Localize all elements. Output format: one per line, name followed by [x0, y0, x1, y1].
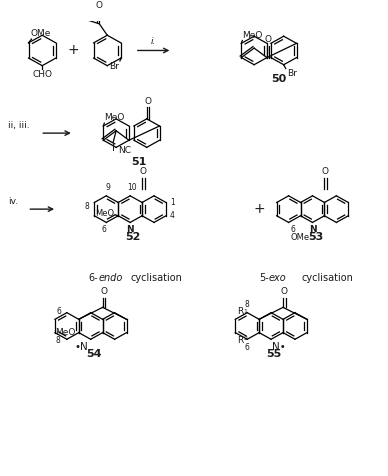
Text: Br: Br [109, 62, 119, 71]
Text: i.: i. [151, 37, 156, 46]
Text: •N: •N [74, 342, 88, 352]
Text: 50: 50 [271, 74, 286, 84]
Text: endo: endo [99, 274, 123, 284]
Text: N: N [309, 225, 316, 234]
Text: N: N [126, 225, 134, 234]
Text: 6: 6 [102, 225, 107, 234]
Text: 9: 9 [106, 183, 111, 192]
Text: MeO: MeO [104, 113, 125, 122]
Text: Br: Br [287, 69, 296, 79]
Text: CHO: CHO [32, 70, 52, 79]
Text: 8: 8 [85, 202, 90, 211]
Text: MeO: MeO [95, 209, 114, 218]
Text: R: R [237, 307, 244, 316]
Text: 5-: 5- [259, 274, 269, 284]
Text: R: R [237, 337, 244, 346]
Text: 55: 55 [267, 349, 282, 359]
Text: 8: 8 [245, 300, 249, 309]
Text: O: O [322, 167, 329, 176]
Text: OMe: OMe [31, 29, 51, 38]
Text: O: O [281, 287, 288, 296]
Text: NC: NC [118, 146, 131, 155]
Text: 6-: 6- [89, 274, 99, 284]
Text: O: O [144, 97, 151, 106]
Text: 8: 8 [56, 337, 61, 346]
Text: OMe: OMe [291, 233, 310, 242]
Text: 53: 53 [308, 232, 323, 242]
Text: O: O [96, 0, 103, 10]
Text: 6: 6 [57, 307, 62, 317]
Text: 52: 52 [125, 232, 141, 242]
Text: 1: 1 [170, 198, 175, 207]
Text: +: + [68, 43, 80, 58]
Text: MeO: MeO [242, 30, 263, 40]
Text: O: O [100, 287, 107, 296]
Text: O: O [140, 167, 147, 176]
Text: cyclisation: cyclisation [131, 274, 183, 284]
Text: 4: 4 [170, 211, 175, 220]
Text: iv.: iv. [8, 197, 18, 206]
Text: ii, iii.: ii, iii. [8, 121, 29, 130]
Text: 10: 10 [127, 183, 137, 192]
Text: N•: N• [272, 342, 286, 352]
Text: cyclisation: cyclisation [301, 274, 353, 284]
Text: exo: exo [269, 274, 287, 284]
Text: 2: 2 [243, 337, 247, 341]
Text: +: + [253, 202, 265, 216]
Text: 51: 51 [131, 157, 147, 167]
Text: MeO: MeO [55, 328, 76, 337]
Text: 1: 1 [243, 308, 247, 314]
Text: 6: 6 [245, 343, 249, 352]
Text: 54: 54 [86, 349, 101, 359]
Text: I: I [112, 143, 115, 153]
Text: 6: 6 [291, 225, 296, 234]
Text: O: O [265, 35, 272, 44]
